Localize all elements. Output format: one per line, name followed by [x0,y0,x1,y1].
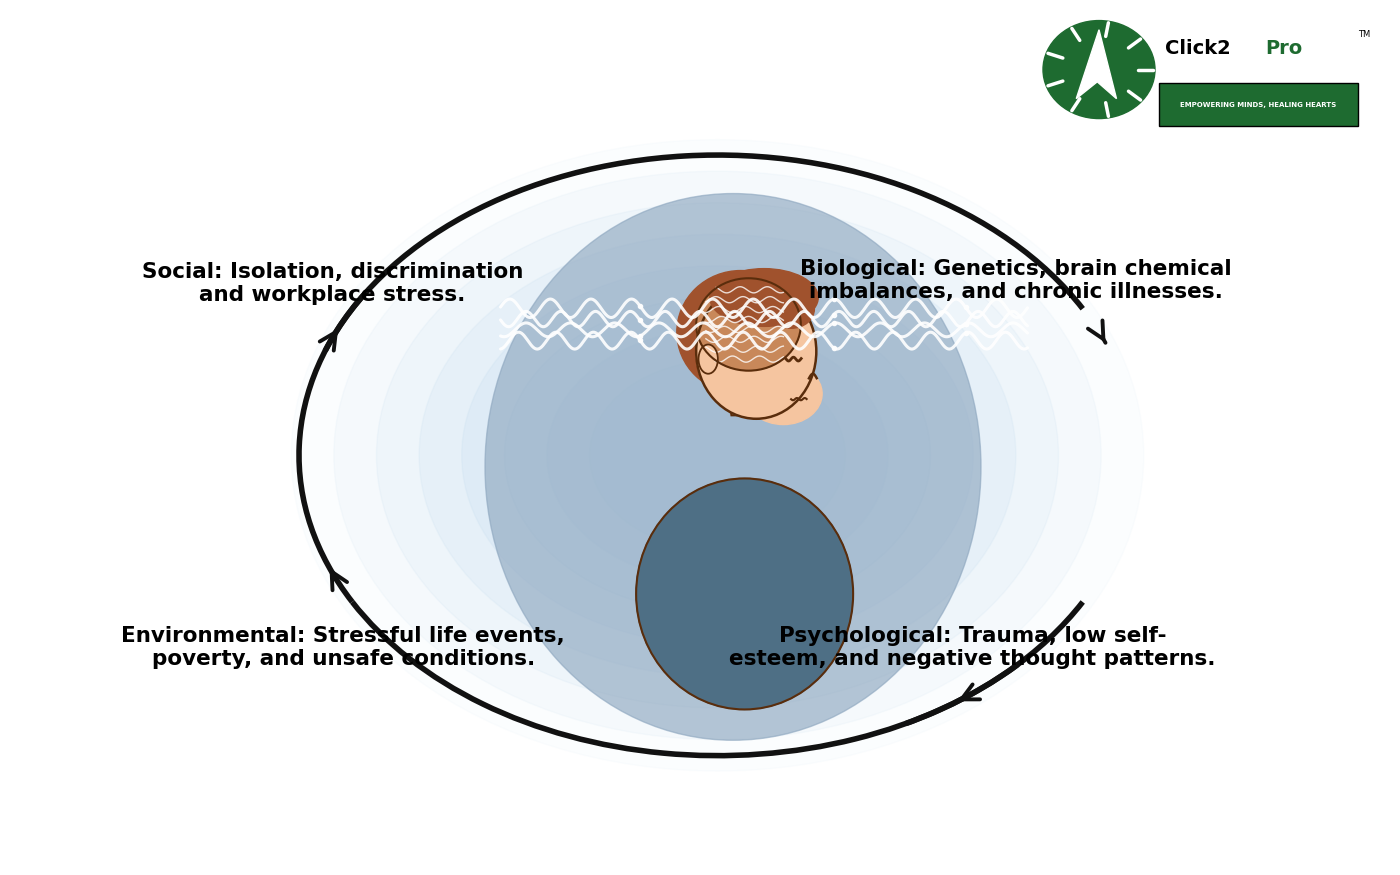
Text: Biological: Genetics, brain chemical
imbalances, and chronic illnesses.: Biological: Genetics, brain chemical imb… [799,259,1232,302]
Ellipse shape [333,172,1102,739]
Ellipse shape [696,278,801,371]
Ellipse shape [504,298,931,613]
Ellipse shape [699,345,718,374]
Ellipse shape [419,234,1016,676]
Text: Psychological: Trauma, low self-
esteem, and negative thought patterns.: Psychological: Trauma, low self- esteem,… [729,626,1215,669]
Ellipse shape [462,266,973,645]
Ellipse shape [767,290,815,328]
Text: Pro: Pro [1266,38,1302,58]
FancyBboxPatch shape [1159,83,1358,126]
Text: Click2: Click2 [1165,38,1231,58]
Ellipse shape [589,360,846,550]
Ellipse shape [291,140,1144,771]
Ellipse shape [696,284,816,419]
Ellipse shape [745,363,822,424]
Ellipse shape [710,269,818,326]
Ellipse shape [636,479,853,710]
Ellipse shape [676,270,805,394]
Text: Environmental: Stressful life events,
poverty, and unsafe conditions.: Environmental: Stressful life events, po… [122,626,566,669]
Ellipse shape [377,203,1058,708]
Polygon shape [1077,30,1117,99]
Circle shape [1043,20,1155,118]
Ellipse shape [547,329,888,582]
Ellipse shape [484,193,981,740]
Text: Social: Isolation, discrimination
and workplace stress.: Social: Isolation, discrimination and wo… [141,262,524,305]
Text: TM: TM [1358,30,1371,38]
Text: EMPOWERING MINDS, HEALING HEARTS: EMPOWERING MINDS, HEALING HEARTS [1180,102,1337,108]
Ellipse shape [741,282,802,328]
Polygon shape [728,390,756,416]
